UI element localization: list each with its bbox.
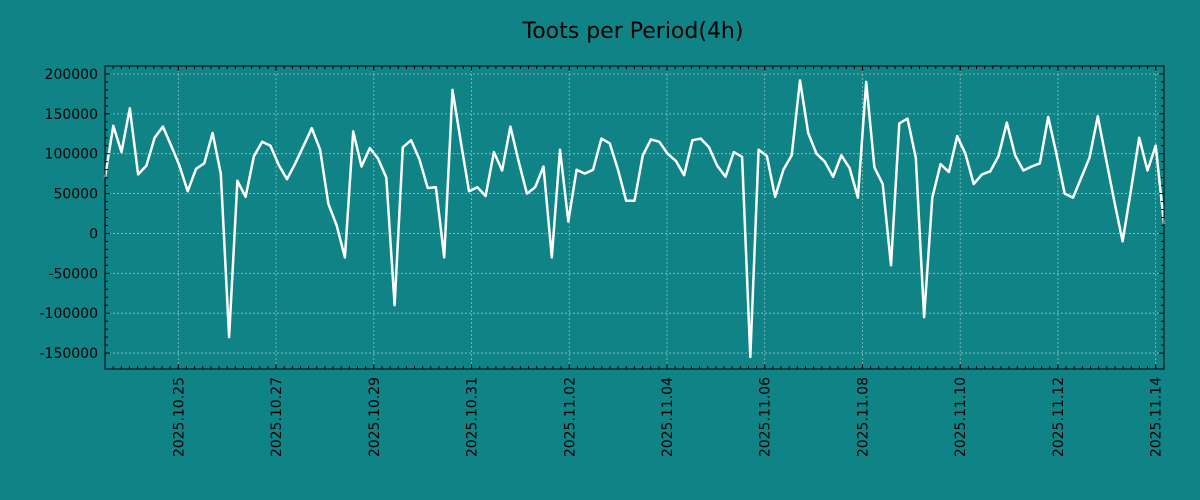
- y-tick-label: -100000: [40, 306, 99, 322]
- x-tick-label: 2025.10.27: [269, 377, 285, 457]
- y-tick-label: -50000: [48, 266, 98, 282]
- series-line-toots: [103, 79, 1166, 359]
- y-tick-label: 150000: [45, 107, 98, 123]
- y-tick-label: 0: [89, 226, 98, 242]
- x-tick-label: 2025.10.31: [465, 377, 481, 457]
- x-tick-label: 2025.11.12: [1051, 377, 1067, 457]
- x-tick-label: 2025.10.25: [171, 377, 187, 457]
- x-tick-label: 2025.11.06: [758, 377, 774, 457]
- y-tick-label: 50000: [53, 187, 98, 203]
- x-tick-label: 2025.11.08: [855, 377, 871, 457]
- y-tick-label: 100000: [45, 147, 98, 163]
- grid-layer: [105, 66, 1164, 369]
- y-tick-label: 200000: [45, 67, 98, 83]
- series-layer: [103, 79, 1166, 359]
- chart-title: Toots per Period(4h): [522, 19, 744, 44]
- y-tick-label: -150000: [40, 346, 99, 362]
- x-tick-label: 2025.11.02: [562, 377, 578, 457]
- x-tick-label: 2025.10.29: [367, 377, 383, 457]
- axis-layer: 200000 150000 100000 50000 0 -50000 -100000 -15…: [40, 65, 1165, 457]
- x-tick-label: 2025.11.14: [1149, 377, 1165, 457]
- x-tick-label: 2025.11.10: [953, 377, 969, 457]
- plot-frame: [104, 65, 1165, 370]
- x-tick-label: 2025.11.04: [660, 377, 676, 457]
